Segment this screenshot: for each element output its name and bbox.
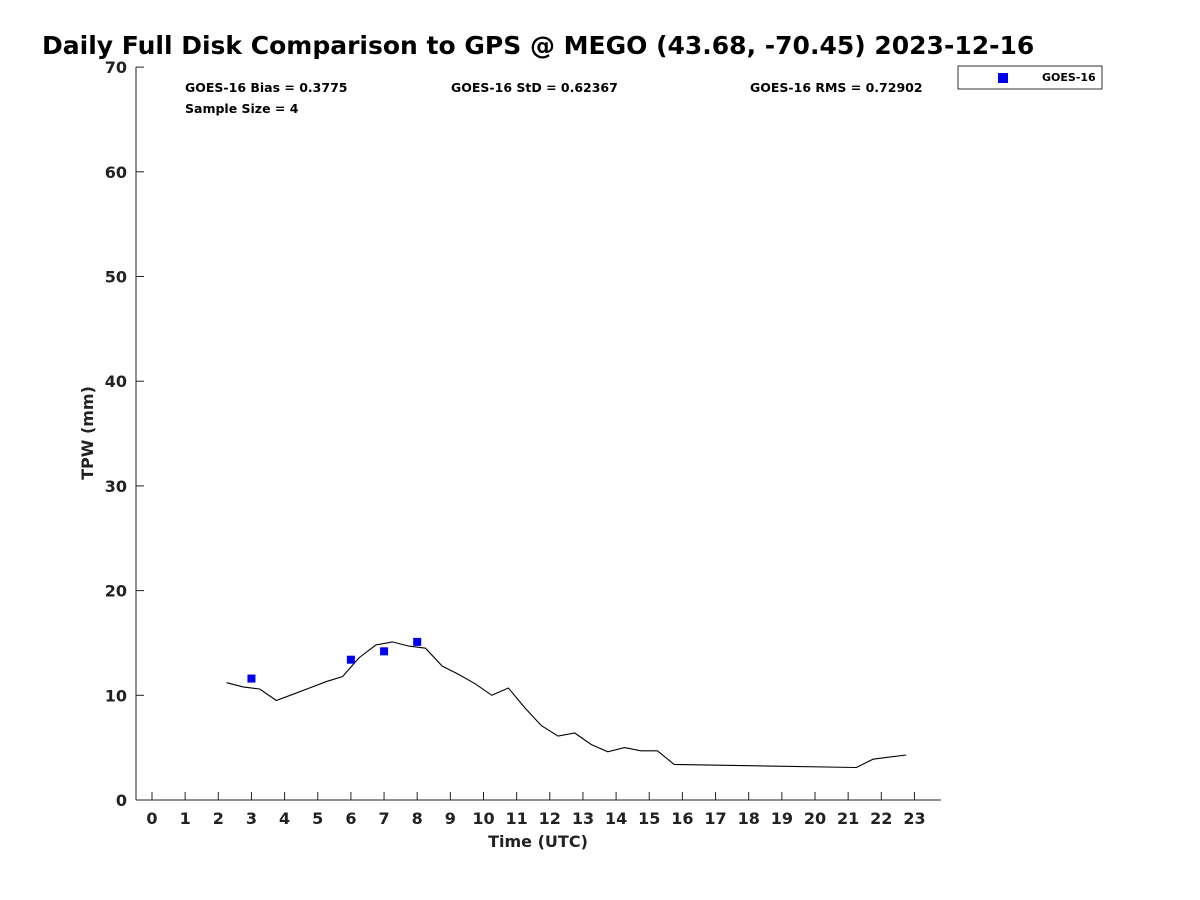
y-tick-label: 50 — [105, 268, 127, 287]
x-tick-label: 19 — [771, 809, 793, 828]
goes16-point — [247, 674, 256, 683]
x-tick-label: 10 — [472, 809, 494, 828]
y-tick-label: 30 — [105, 477, 127, 496]
x-axis-label: Time (UTC) — [488, 832, 588, 851]
goes16-point — [346, 655, 355, 664]
x-tick-label: 14 — [605, 809, 627, 828]
sample-size-stat: Sample Size = 4 — [185, 101, 299, 116]
x-tick-label: 13 — [572, 809, 594, 828]
goes16-point — [380, 647, 389, 656]
y-axis-label: TPW (mm) — [78, 386, 97, 480]
bias-stat: GOES-16 Bias = 0.3775 — [185, 80, 347, 95]
x-tick-label: 16 — [671, 809, 693, 828]
x-tick-label: 12 — [539, 809, 561, 828]
goes16-point — [413, 637, 422, 646]
x-tick-label: 3 — [246, 809, 257, 828]
x-tick-label: 9 — [445, 809, 456, 828]
legend-marker-goes16 — [998, 73, 1008, 83]
y-tick-label: 70 — [105, 58, 127, 77]
x-tick-label: 11 — [506, 809, 528, 828]
legend: GOES-16 — [957, 65, 1103, 90]
y-tick-label: 40 — [105, 372, 127, 391]
x-tick-label: 7 — [378, 809, 389, 828]
x-tick-label: 23 — [903, 809, 925, 828]
plot-series — [226, 637, 907, 769]
x-tick-label: 18 — [738, 809, 760, 828]
gps-tpw-line — [226, 641, 907, 769]
x-tick-label: 22 — [870, 809, 892, 828]
x-tick-label: 20 — [804, 809, 826, 828]
x-tick-label: 0 — [146, 809, 157, 828]
x-ticks: 0 1 2 3 4 5 6 7 8 9 10 11 12 13 14 15 16 17 18 19 20 21 22 23 — [146, 792, 926, 828]
x-tick-label: 5 — [312, 809, 323, 828]
x-tick-label: 8 — [412, 809, 423, 828]
x-tick-label: 6 — [345, 809, 356, 828]
x-tick-label: 15 — [638, 809, 660, 828]
y-ticks: 0 10 20 30 40 50 60 70 — [105, 58, 144, 810]
chart-title: Daily Full Disk Comparison to GPS @ MEGO… — [42, 31, 1034, 60]
x-tick-label: 1 — [180, 809, 191, 828]
legend-box — [957, 65, 1103, 90]
y-tick-label: 10 — [105, 686, 127, 705]
y-tick-label: 0 — [116, 791, 127, 810]
y-tick-label: 20 — [105, 582, 127, 601]
axes — [135, 67, 941, 801]
x-tick-label: 17 — [704, 809, 726, 828]
y-tick-label: 60 — [105, 163, 127, 182]
std-stat: GOES-16 StD = 0.62367 — [451, 80, 618, 95]
legend-label-goes16: GOES-16 — [1042, 71, 1096, 84]
x-tick-label: 4 — [279, 809, 290, 828]
x-tick-label: 2 — [213, 809, 224, 828]
rms-stat: GOES-16 RMS = 0.72902 — [750, 80, 923, 95]
x-tick-label: 21 — [837, 809, 859, 828]
